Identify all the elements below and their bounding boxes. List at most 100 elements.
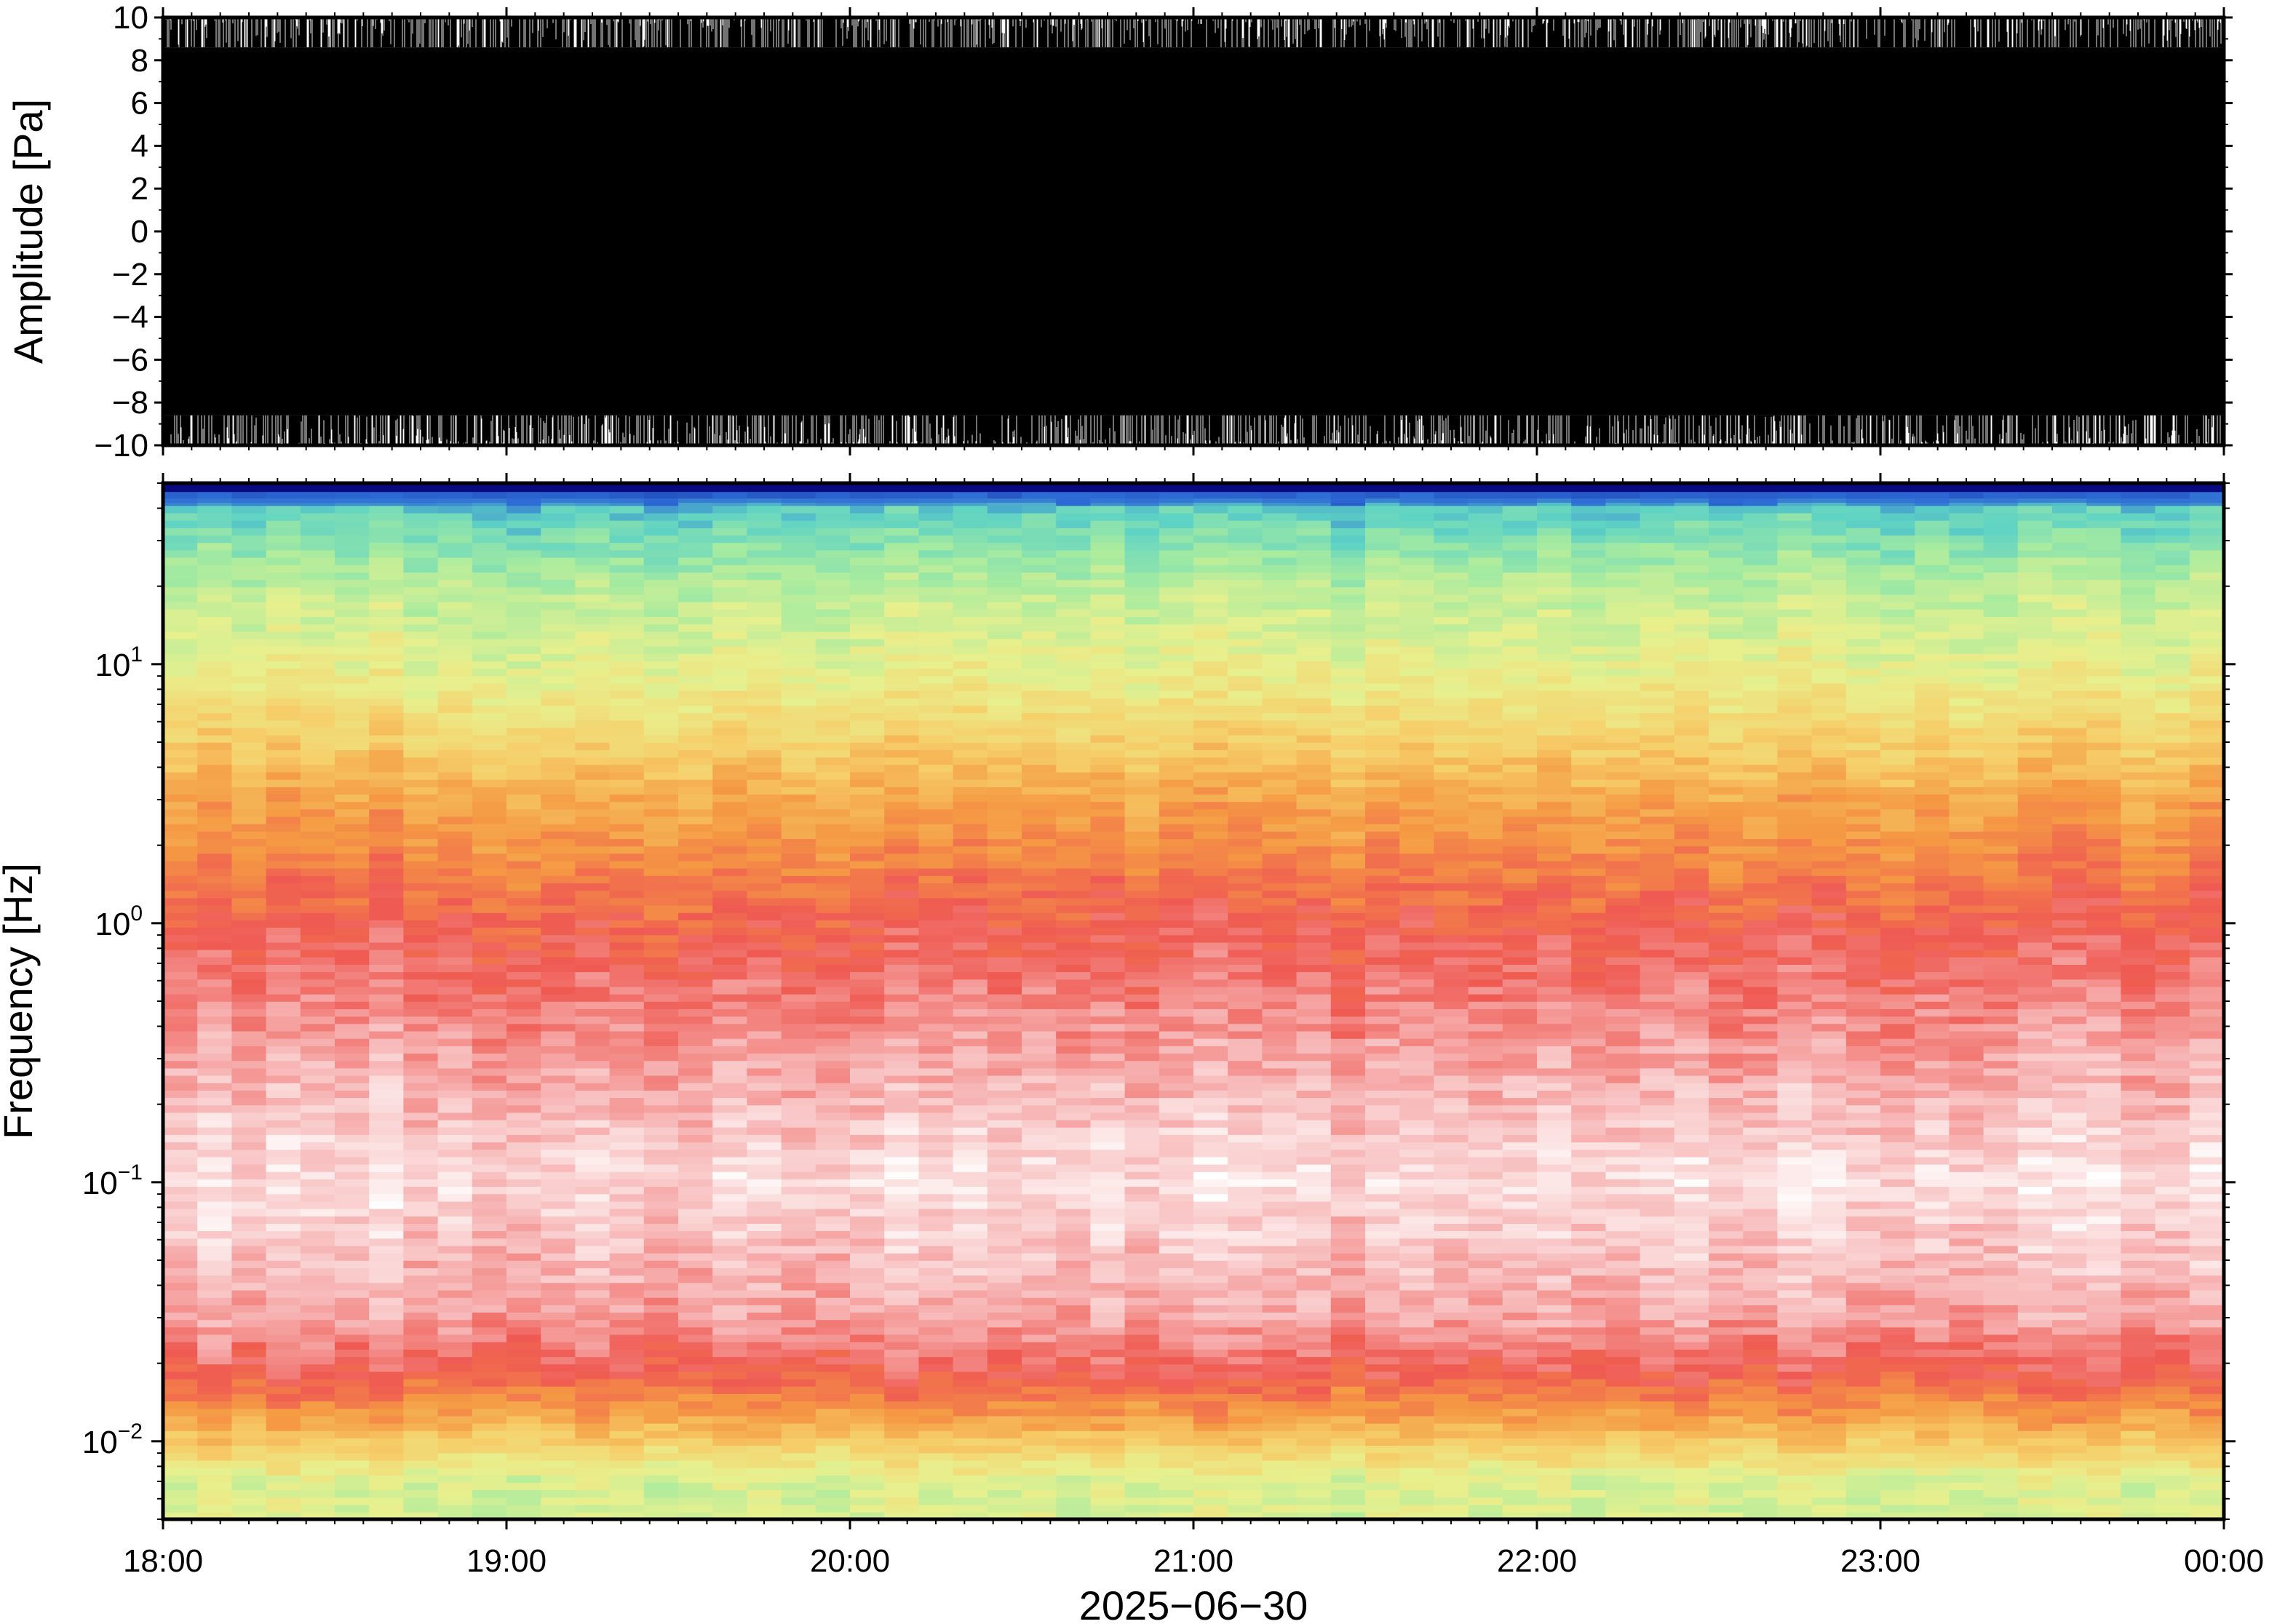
spectrogram-cell [369, 1475, 405, 1483]
spectrogram-cell [850, 1511, 885, 1519]
spectrogram-cell [163, 927, 198, 936]
spectrogram-cell [437, 838, 473, 847]
spectrogram-cell [369, 853, 405, 861]
spectrogram-cell [781, 1401, 816, 1409]
spectrogram-cell [1090, 1511, 1126, 1519]
spectrogram-cell [335, 1511, 370, 1519]
spectrogram-cell [163, 698, 198, 706]
spectrogram-cell [1056, 749, 1092, 758]
waveform-y-tick-label: −4 [112, 300, 148, 335]
spectrogram-cell [1022, 993, 1057, 1002]
spectrogram-cell [1330, 1319, 1366, 1328]
spectrogram-cell [437, 1275, 473, 1283]
spectrogram-cell [163, 1475, 198, 1483]
spectrogram-cell [231, 1282, 267, 1291]
spectrogram-cell [231, 749, 267, 758]
spectrogram-cell [335, 549, 370, 558]
spectrogram-cell [815, 964, 851, 973]
spectrogram-cell [609, 1460, 645, 1468]
spectrogram-cell [403, 993, 439, 1002]
spectrogram-cell [1228, 875, 1263, 884]
spectrogram-cell [918, 1046, 954, 1054]
spectrogram-cell [609, 1260, 645, 1268]
spectrogram-cell [747, 942, 782, 950]
spectrogram-cell [369, 957, 405, 965]
spectrogram-cell [335, 1090, 370, 1099]
spectrogram-cell [1296, 986, 1332, 995]
spectrogram-cell [575, 1289, 611, 1298]
spectrogram-cell [987, 1171, 1022, 1179]
spectrogram-cell [335, 1016, 370, 1024]
spectrogram-cell [850, 957, 885, 965]
spectrogram-cell [197, 624, 233, 632]
spectrogram-cell [884, 1171, 920, 1179]
spectrogram-cell [918, 1208, 954, 1217]
spectrogram-cell [231, 875, 267, 884]
spectrogram-cell [1056, 1245, 1092, 1254]
spectrogram-cell [712, 1082, 748, 1091]
spectrogram-cell [747, 1334, 782, 1342]
spectrogram-cell [1228, 883, 1263, 891]
spectrogram-cell [918, 1475, 954, 1483]
spectrogram-cell [1090, 1467, 1126, 1476]
spectrogram-cell [335, 816, 370, 824]
spectrogram-cell [197, 1504, 233, 1513]
spectrogram-cell [300, 1378, 335, 1387]
spectrogram-cell [987, 1245, 1022, 1254]
spectrogram-cell [712, 1408, 748, 1417]
spectrogram-cell [1090, 505, 1126, 514]
spectrogram-cell [1159, 1112, 1194, 1121]
spectrogram-cell [266, 1326, 301, 1335]
spectrogram-cell [884, 1001, 920, 1009]
spectrogram-cell [575, 528, 611, 536]
spectrogram-cell [1022, 1038, 1057, 1046]
spectrogram-cell [643, 1171, 679, 1179]
spectrogram-cell [815, 971, 851, 980]
spectrogram-cell [335, 675, 370, 684]
spectrogram-cell [678, 638, 713, 647]
spectrogram-cell [506, 823, 541, 832]
spectrogram-cell [712, 823, 748, 832]
spectrogram-cell [643, 1393, 679, 1402]
spectrogram-cell [1262, 845, 1298, 854]
spectrogram-cell [884, 1364, 920, 1372]
spectrogram-cell [815, 1112, 851, 1121]
spectrogram-cell [850, 771, 885, 780]
spectrogram-cell [1193, 1119, 1228, 1128]
spectrogram-cell [163, 505, 198, 514]
spectrogram-cell [335, 1252, 370, 1261]
spectrogram-cell [300, 1008, 335, 1017]
spectrogram-cell [1262, 860, 1298, 869]
spectrogram-cell [1296, 1408, 1332, 1417]
spectrogram-cell [1296, 505, 1332, 514]
spectrogram-cell [884, 831, 920, 840]
spectrogram-cell [1228, 1378, 1263, 1387]
spectrogram-cell [609, 1193, 645, 1202]
spectrogram-cell [1090, 1415, 1126, 1424]
spectrogram-cell [1296, 1082, 1332, 1091]
spectrogram-cell [437, 1252, 473, 1261]
spectrogram-cell [643, 801, 679, 810]
waveform-y-tick-label: 8 [131, 43, 148, 79]
spectrogram-cell [609, 875, 645, 884]
spectrogram-cell [506, 949, 541, 958]
spectrogram-cell [506, 1445, 541, 1454]
spectrogram-cell [712, 957, 748, 965]
spectrogram-cell [1022, 1053, 1057, 1062]
spectrogram-cell [609, 1467, 645, 1476]
spectrogram-cell [678, 1245, 713, 1254]
spectrogram-cell [1124, 860, 1160, 869]
spectrogram-cell [1124, 1179, 1160, 1187]
spectrogram-cell [643, 949, 679, 958]
spectrogram-cell [231, 942, 267, 950]
spectrogram-cell [987, 749, 1022, 758]
spectrogram-cell [850, 1415, 885, 1424]
spectrogram-cell [506, 1297, 541, 1305]
spectrogram-cell [1022, 549, 1057, 558]
spectrogram-cell [541, 535, 576, 544]
spectrogram-cell [850, 742, 885, 750]
spectrogram-cell [1090, 912, 1126, 920]
spectrogram-cell [747, 512, 782, 521]
spectrogram-cell [1022, 1289, 1057, 1298]
spectrogram-cell [541, 1186, 576, 1195]
